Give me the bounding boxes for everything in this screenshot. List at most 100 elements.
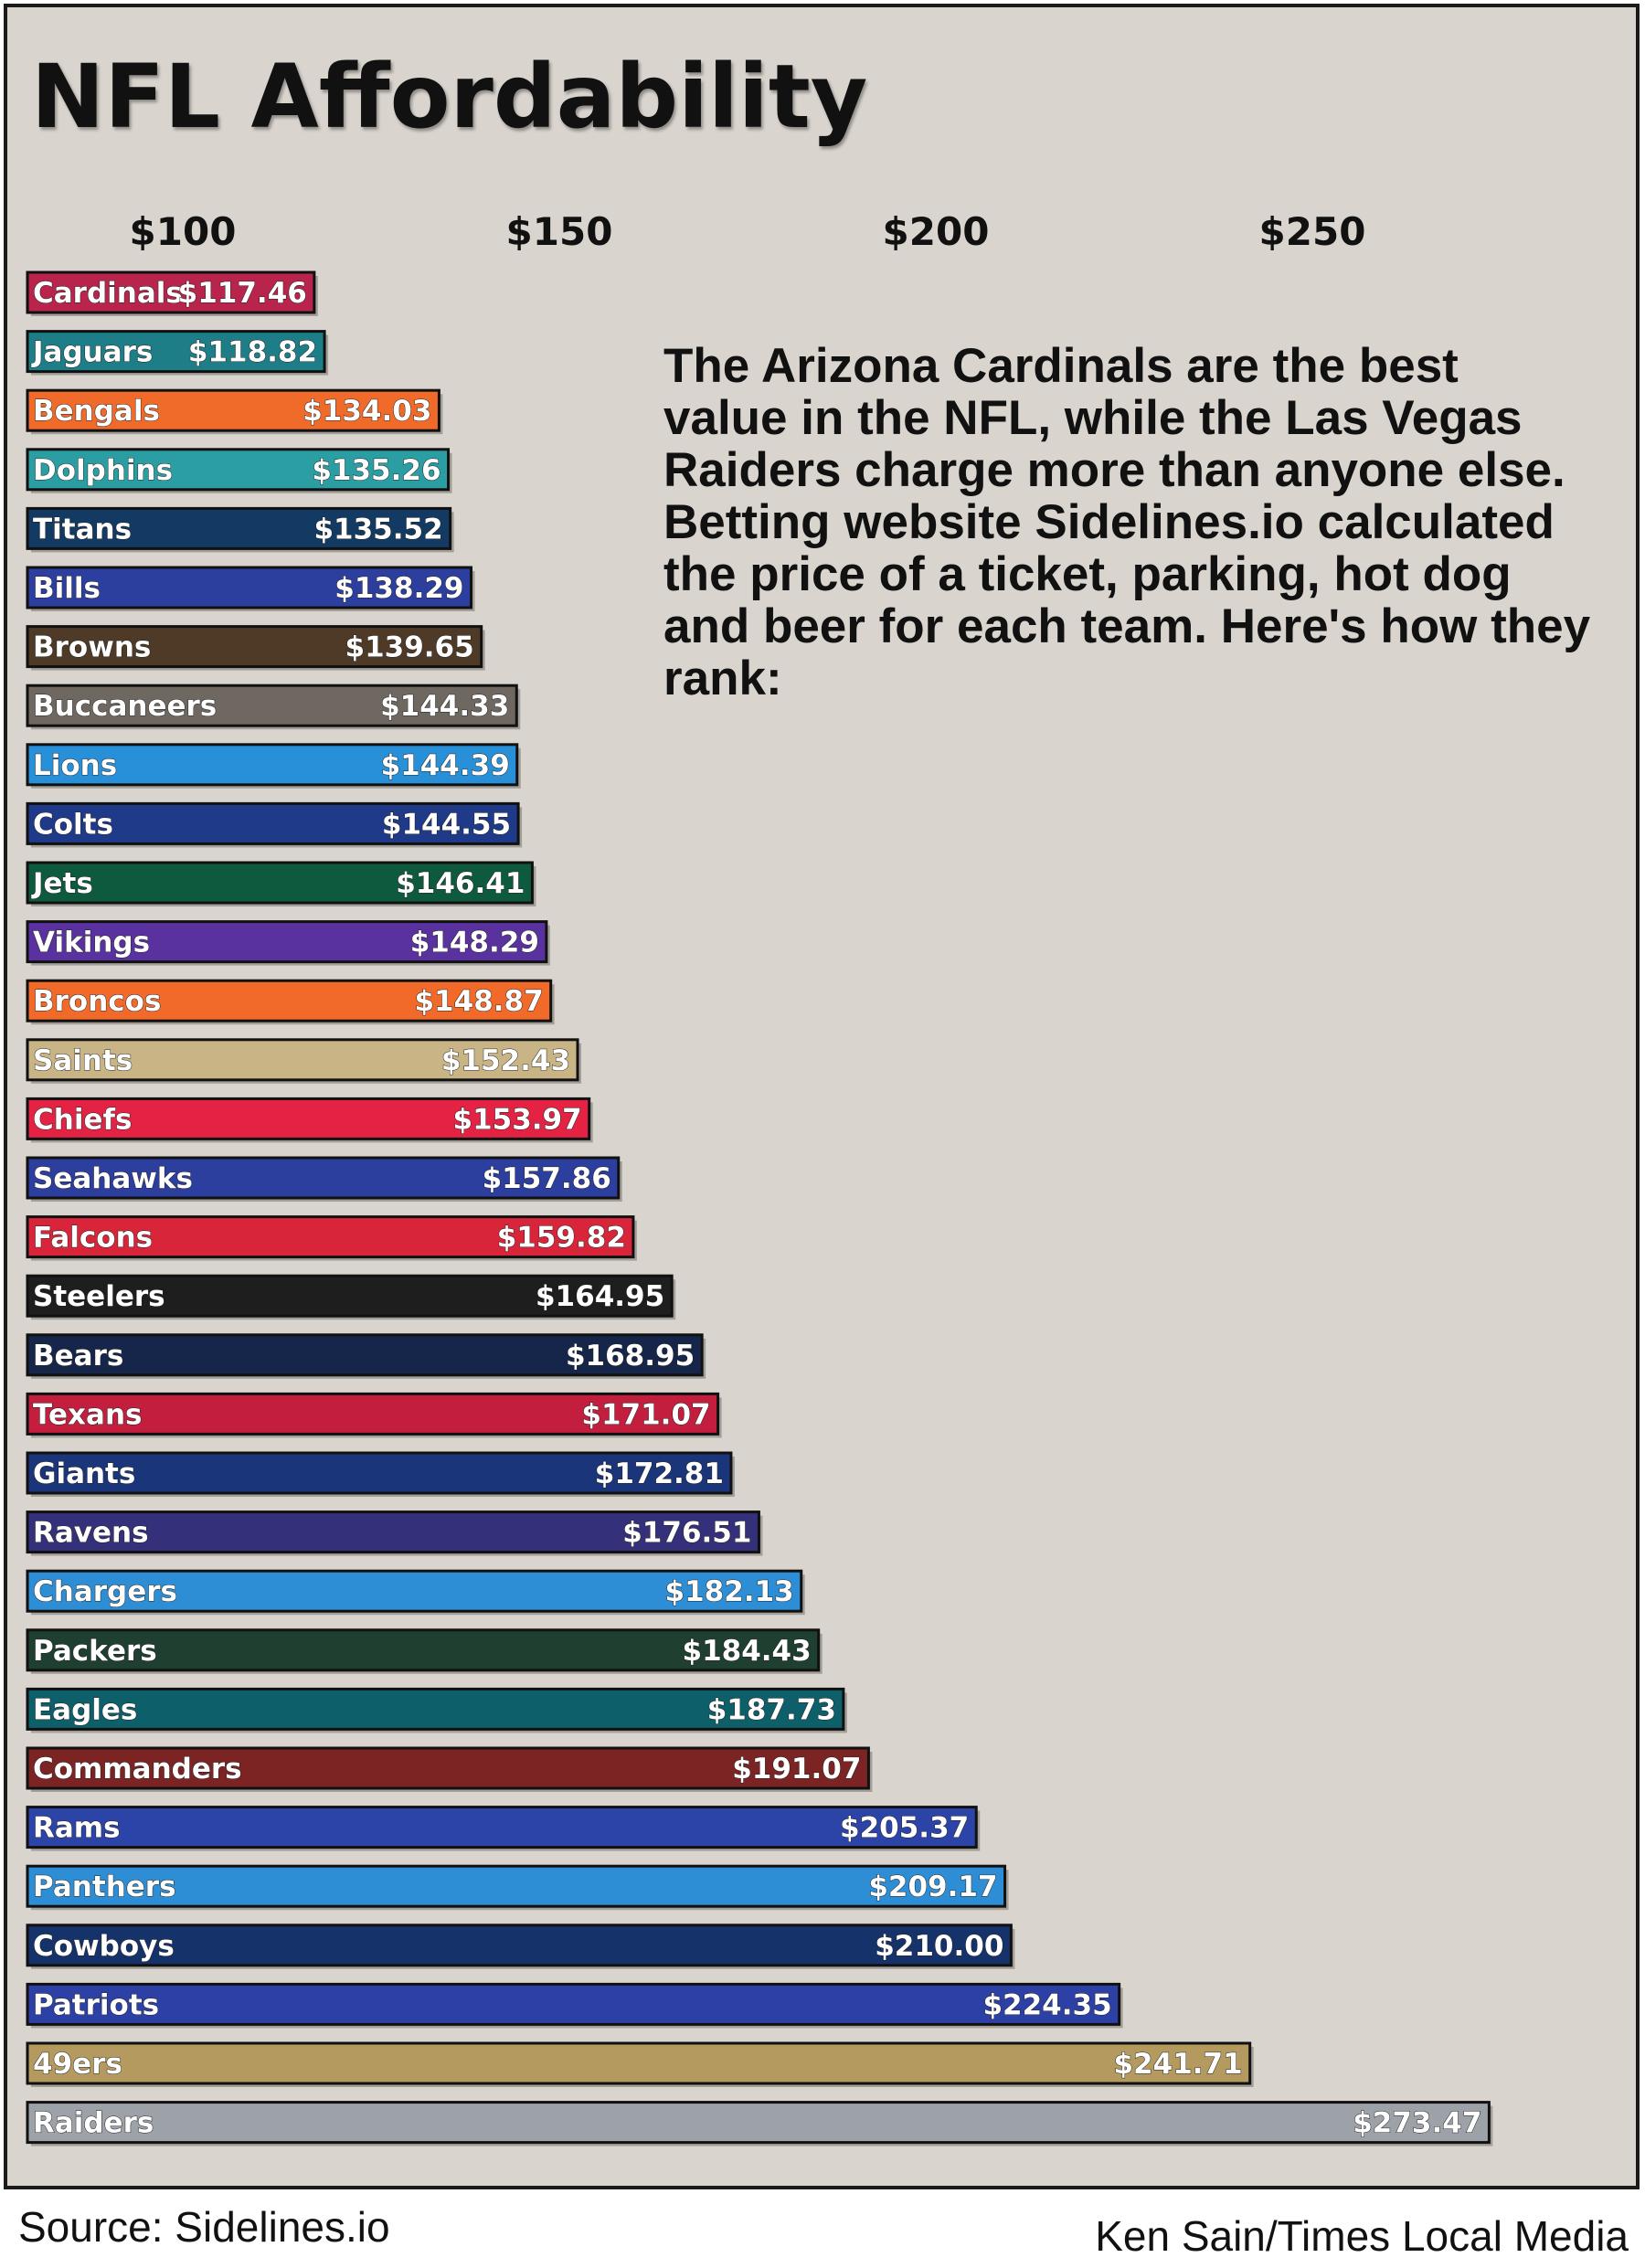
bar-value-label: $273.47: [1353, 2107, 1481, 2140]
bar-value-label: $176.51: [622, 1517, 751, 1550]
bar-group: Titans $135.52: [26, 506, 454, 553]
bar-category-label: Ravens: [33, 1517, 149, 1550]
bar: [26, 920, 548, 964]
bar: [26, 388, 440, 432]
bar-category-label: Bills: [33, 572, 101, 605]
x-tick-label: $150: [506, 209, 613, 254]
bar: [26, 2041, 1252, 2085]
bar-category-label: Texans: [33, 1398, 143, 1431]
bar-value-label: $159.82: [497, 1222, 626, 1255]
x-tick-label: $250: [1259, 209, 1366, 254]
bar-value-label: $153.97: [453, 1103, 582, 1136]
credit-note: Ken Sain/Times Local Media: [1095, 2212, 1629, 2260]
bar-category-label: Falcons: [33, 1222, 153, 1255]
bar-group: Saints $152.43: [26, 1038, 582, 1084]
bar: [26, 2101, 1491, 2145]
bar-category-label: Chargers: [33, 1575, 177, 1608]
bar-value-label: $191.07: [732, 1753, 861, 1786]
bar-category-label: Rams: [33, 1812, 121, 1845]
bar-category-label: Buccaneers: [33, 690, 217, 723]
bar-group: Dolphins $135.26: [26, 448, 452, 493]
bar: [26, 1392, 720, 1436]
bar-category-label: Seahawks: [33, 1162, 193, 1195]
bar-value-label: $187.73: [707, 1693, 836, 1726]
bar: [26, 1982, 1121, 2026]
bar-value-label: $144.55: [382, 808, 511, 841]
bar: [26, 1569, 803, 1613]
bar-category-label: Jets: [31, 867, 93, 900]
bar: [26, 1746, 870, 1790]
bar: [26, 1510, 760, 1554]
bar-category-label: Broncos: [33, 985, 161, 1018]
bar-category-label: Commanders: [33, 1753, 242, 1786]
bar: [26, 1806, 978, 1849]
bar-value-label: $209.17: [868, 1871, 997, 1903]
bar-value-label: $224.35: [982, 1988, 1111, 2021]
bar-group: Broncos $148.87: [26, 979, 555, 1025]
bar-category-label: Lions: [33, 749, 117, 782]
bar-category-label: Steelers: [33, 1280, 165, 1313]
bar-group: Jets $146.41: [26, 861, 536, 906]
bar-value-label: $182.13: [665, 1575, 794, 1608]
bar-group: Texans $171.07: [26, 1392, 722, 1438]
bar-category-label: Patriots: [33, 1988, 159, 2021]
bar-category-label: Titans: [33, 513, 132, 546]
bar: [26, 1451, 733, 1495]
bar-category-label: Eagles: [33, 1693, 137, 1726]
bar: [26, 801, 520, 845]
bar-group: Falcons $159.82: [26, 1215, 637, 1261]
bar-category-label: Colts: [33, 808, 113, 841]
bar: [26, 1274, 674, 1318]
bar-category-label: Dolphins: [33, 454, 173, 487]
bar-chart: $100 $150 $200 $250 Cardinals$117.46 Jaguars $…: [26, 209, 1493, 2146]
bar: [26, 1333, 704, 1377]
bar-group: Cowboys $210.00: [26, 1924, 1015, 1969]
bar-value-label: $168.95: [566, 1340, 695, 1372]
bar-group: Panthers $209.17: [26, 1864, 1009, 1911]
bar-group: Vikings $148.29: [26, 920, 550, 966]
bar-group: Seahawks $157.86: [26, 1156, 622, 1202]
bar-group: Bears $168.95: [26, 1333, 706, 1379]
bar-value-label: $171.07: [581, 1398, 710, 1431]
bar-group: Eagles $187.73: [26, 1687, 847, 1733]
bar-category-label: Vikings: [33, 927, 150, 959]
bar-group: Bills $138.29: [26, 566, 475, 611]
bar-group: Browns $139.65: [26, 625, 485, 671]
x-tick-label: $200: [883, 209, 990, 254]
bar-value-label: $184.43: [683, 1635, 812, 1668]
bar-group: Colts $144.55: [26, 801, 523, 848]
bar: [26, 625, 483, 669]
bar: [26, 1097, 591, 1140]
bar: [26, 684, 518, 727]
bar-value-label: $118.82: [188, 336, 317, 369]
bar-value-label: $138.29: [334, 572, 463, 605]
bar-group: Lions $144.39: [26, 743, 521, 789]
bar-category-label: Packers: [33, 1635, 157, 1668]
bar-category-label: 49ers: [33, 2048, 122, 2081]
bar: [26, 1215, 635, 1259]
bar-group: Jaguars $118.82: [26, 330, 329, 376]
bar: [26, 1628, 821, 1672]
bar: [26, 270, 316, 314]
bar-category-label: Panthers: [33, 1871, 176, 1903]
description-text: The Arizona Cardinals are the best value…: [663, 339, 1591, 705]
bar-group: Cardinals$117.46: [26, 270, 318, 316]
bar-group: Giants $172.81: [26, 1451, 735, 1497]
bar-group: 49ers $241.71: [26, 2041, 1254, 2087]
bar-value-label: $157.86: [483, 1162, 611, 1195]
bar: [26, 1864, 1007, 1908]
bar: [26, 1038, 579, 1082]
bar: [26, 861, 534, 905]
bar-group: Steelers $164.95: [26, 1274, 676, 1320]
bar-value-label: $146.41: [396, 867, 525, 900]
bar: [26, 330, 326, 374]
bar-value-label: $144.33: [380, 690, 509, 723]
bar-category-label: Giants: [33, 1457, 135, 1490]
bar-category-label: Cardinals: [33, 277, 183, 310]
bar-value-label: $117.46: [178, 277, 307, 310]
chart-title: NFL Affordability: [31, 46, 868, 148]
bar-value-label: $135.52: [313, 513, 442, 546]
bar-value-label: $148.87: [414, 985, 543, 1018]
bar: [26, 1924, 1013, 1967]
bar-category-label: Browns: [33, 631, 151, 664]
